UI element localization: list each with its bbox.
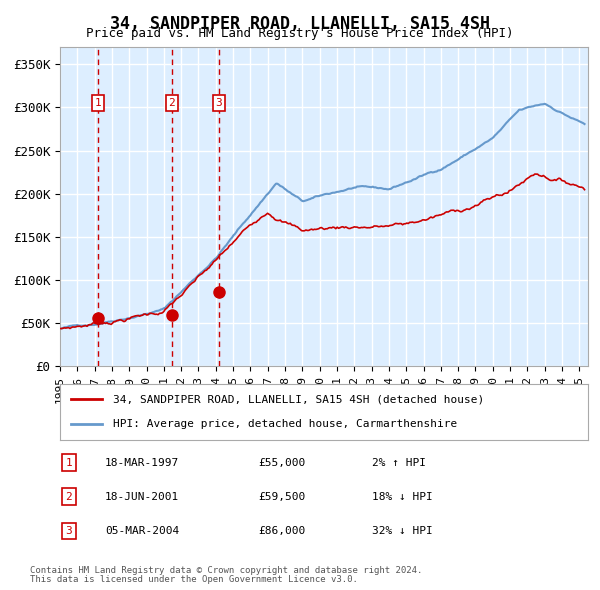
Text: 3: 3 — [65, 526, 73, 536]
Text: Contains HM Land Registry data © Crown copyright and database right 2024.: Contains HM Land Registry data © Crown c… — [30, 566, 422, 575]
Text: £59,500: £59,500 — [258, 492, 305, 502]
Text: 18% ↓ HPI: 18% ↓ HPI — [372, 492, 433, 502]
Text: 18-MAR-1997: 18-MAR-1997 — [105, 458, 179, 467]
Text: 3: 3 — [215, 98, 222, 108]
Text: 2: 2 — [65, 492, 73, 502]
Text: £55,000: £55,000 — [258, 458, 305, 467]
Text: HPI: Average price, detached house, Carmarthenshire: HPI: Average price, detached house, Carm… — [113, 419, 457, 429]
Text: 1: 1 — [95, 98, 101, 108]
Text: 05-MAR-2004: 05-MAR-2004 — [105, 526, 179, 536]
Text: 18-JUN-2001: 18-JUN-2001 — [105, 492, 179, 502]
Text: 32% ↓ HPI: 32% ↓ HPI — [372, 526, 433, 536]
Text: 1: 1 — [65, 458, 73, 467]
Text: 34, SANDPIPER ROAD, LLANELLI, SA15 4SH: 34, SANDPIPER ROAD, LLANELLI, SA15 4SH — [110, 15, 490, 33]
Text: 2% ↑ HPI: 2% ↑ HPI — [372, 458, 426, 467]
Text: £86,000: £86,000 — [258, 526, 305, 536]
Text: Price paid vs. HM Land Registry's House Price Index (HPI): Price paid vs. HM Land Registry's House … — [86, 27, 514, 40]
Text: 34, SANDPIPER ROAD, LLANELLI, SA15 4SH (detached house): 34, SANDPIPER ROAD, LLANELLI, SA15 4SH (… — [113, 394, 484, 404]
Text: This data is licensed under the Open Government Licence v3.0.: This data is licensed under the Open Gov… — [30, 575, 358, 584]
Text: 2: 2 — [169, 98, 175, 108]
